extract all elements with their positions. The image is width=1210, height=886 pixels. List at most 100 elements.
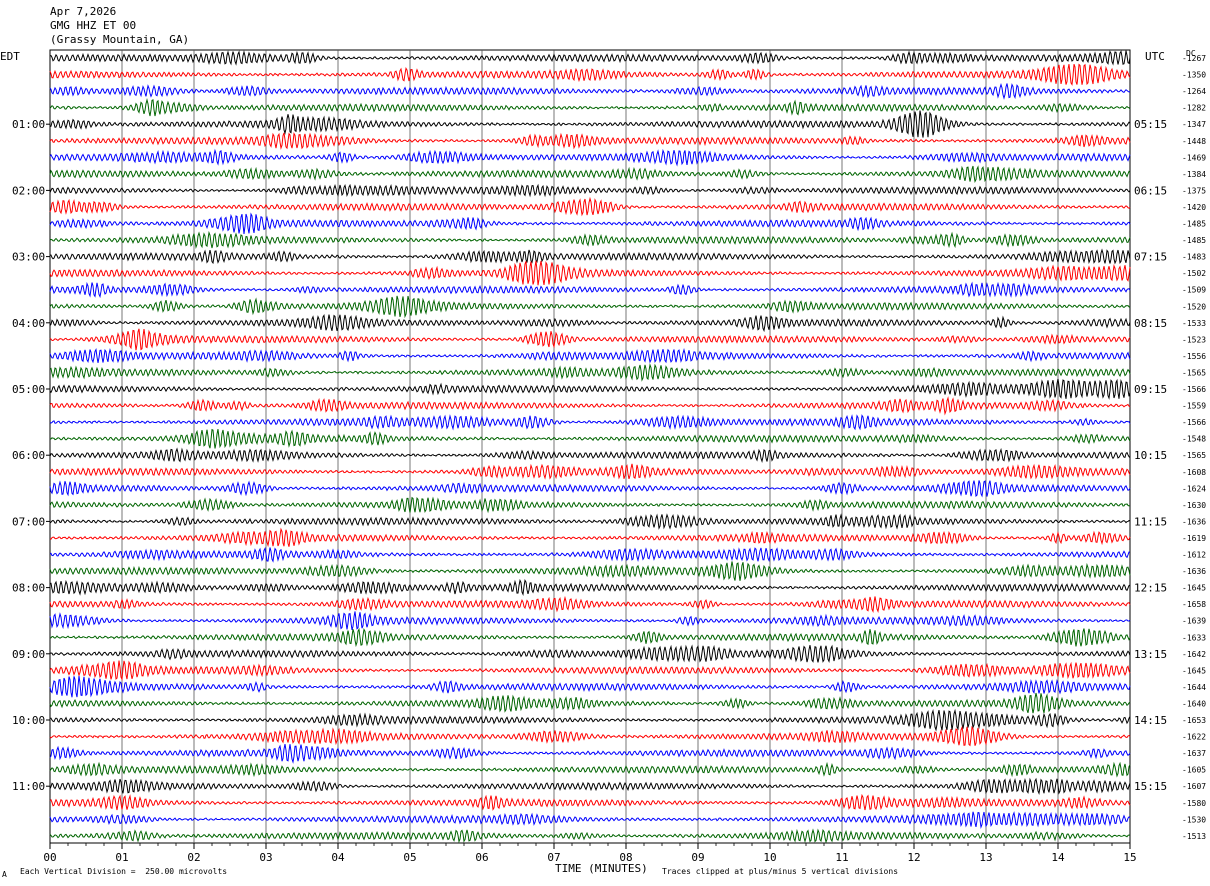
trace-row <box>49 744 1131 764</box>
trace-row <box>49 148 1131 167</box>
trace-row <box>49 347 1131 364</box>
trace-row <box>49 547 1131 563</box>
corner-mark: A <box>2 870 7 879</box>
dc-label: DC <box>1186 49 1196 58</box>
dc-offset-label: -1608 <box>1182 468 1206 477</box>
dc-offset-label: -1448 <box>1182 137 1206 146</box>
x-tick-label: 13 <box>979 851 992 864</box>
x-tick-label: 12 <box>907 851 920 864</box>
trace-row <box>49 183 1131 198</box>
trace-row <box>49 313 1131 333</box>
x-tick-label: 05 <box>403 851 416 864</box>
trace-row <box>49 513 1131 530</box>
left-hour-label: 06:00 <box>12 449 45 462</box>
trace-row <box>49 595 1131 613</box>
dc-offset-label: -1622 <box>1182 733 1206 742</box>
trace-row <box>49 281 1131 299</box>
trace-row <box>49 644 1131 664</box>
dc-offset-label: -1375 <box>1182 186 1206 195</box>
right-hour-label: 12:15 <box>1134 582 1167 595</box>
trace-row <box>49 63 1131 86</box>
dc-offset-label: -1636 <box>1182 567 1206 576</box>
trace-row <box>49 428 1131 449</box>
dc-offset-label: -1605 <box>1182 766 1206 775</box>
right-hour-label: 10:15 <box>1134 449 1167 462</box>
trace-row <box>49 196 1131 217</box>
x-tick-label: 14 <box>1051 851 1065 864</box>
left-hour-label: 08:00 <box>12 582 45 595</box>
trace-row <box>49 793 1131 811</box>
trace-row <box>49 627 1131 648</box>
trace-row <box>49 110 1131 138</box>
left-hour-label: 11:00 <box>12 780 45 793</box>
dc-offset-label: -1530 <box>1182 815 1206 824</box>
right-hour-label: 05:15 <box>1134 118 1167 131</box>
trace-row <box>49 165 1131 183</box>
x-tick-label: 09 <box>691 851 704 864</box>
left-hour-label: 04:00 <box>12 317 45 330</box>
left-hour-label: 01:00 <box>12 118 45 131</box>
x-tick-label: 07 <box>547 851 560 864</box>
dc-offset-label: -1636 <box>1182 517 1206 526</box>
trace-row <box>49 463 1131 480</box>
dc-offset-label: -1559 <box>1182 402 1206 411</box>
trace-row <box>49 414 1131 431</box>
trace-row <box>49 725 1131 747</box>
header-date: Apr 7,2026 <box>50 5 117 18</box>
x-tick-label: 15 <box>1123 851 1136 864</box>
dc-offset-label: -1502 <box>1182 269 1206 278</box>
trace-row <box>49 132 1131 150</box>
trace-row <box>49 578 1131 597</box>
trace-row <box>49 561 1131 581</box>
x-tick-label: 11 <box>835 851 848 864</box>
dc-offset-label: -1485 <box>1182 236 1206 245</box>
dc-offset-label: -1520 <box>1182 302 1206 311</box>
right-hour-label: 08:15 <box>1134 317 1167 330</box>
dc-offset-label: -1565 <box>1182 451 1206 460</box>
scale-text: Each Vertical Division = 250.00 microvol… <box>20 867 228 876</box>
right-hour-label: 06:15 <box>1134 184 1167 197</box>
dc-offset-label: -1566 <box>1182 418 1206 427</box>
dc-offset-label: -1469 <box>1182 153 1206 162</box>
trace-row <box>49 378 1131 400</box>
trace-row <box>49 777 1131 795</box>
dc-offset-label: -1347 <box>1182 120 1206 129</box>
dc-offset-label: -1533 <box>1182 319 1206 328</box>
x-axis-label: TIME (MINUTES) <box>555 862 648 875</box>
dc-offset-label: -1658 <box>1182 600 1206 609</box>
trace-row <box>49 328 1131 351</box>
trace-row <box>49 260 1131 286</box>
dc-offset-label: -1612 <box>1182 551 1206 560</box>
dc-offset-label: -1485 <box>1182 220 1206 229</box>
dc-offset-label: -1350 <box>1182 71 1206 80</box>
left-hour-label: 07:00 <box>12 515 45 528</box>
left-hour-label: 10:00 <box>12 714 45 727</box>
x-tick-label: 00 <box>43 851 56 864</box>
clip-text: Traces clipped at plus/minus 5 vertical … <box>662 867 899 876</box>
right-hour-label: 09:15 <box>1134 383 1167 396</box>
header-location: (Grassy Mountain, GA) <box>50 33 190 46</box>
right-hour-label: 07:15 <box>1134 251 1167 264</box>
x-tick-label: 02 <box>187 851 200 864</box>
trace-row <box>49 708 1131 732</box>
dc-offset-label: -1566 <box>1182 385 1206 394</box>
dc-offset-label: -1556 <box>1182 352 1206 361</box>
dc-offset-label: -1624 <box>1182 484 1206 493</box>
x-tick-label: 06 <box>475 851 488 864</box>
trace-row <box>49 480 1131 498</box>
right-hour-label: 14:15 <box>1134 714 1167 727</box>
trace-row <box>49 611 1131 631</box>
right-hour-label: 15:15 <box>1134 780 1167 793</box>
trace-row <box>49 496 1131 514</box>
left-hour-label: 05:00 <box>12 383 45 396</box>
trace-row <box>49 811 1131 829</box>
trace-row <box>49 828 1131 844</box>
dc-offset-label: -1513 <box>1182 832 1206 841</box>
dc-offset-label: -1267 <box>1182 54 1206 63</box>
dc-offset-label: -1637 <box>1182 749 1206 758</box>
dc-offset-label: -1509 <box>1182 286 1206 295</box>
right-hour-label: 11:15 <box>1134 515 1167 528</box>
dc-offset-label: -1607 <box>1182 782 1206 791</box>
dc-offset-label: -1264 <box>1182 87 1206 96</box>
